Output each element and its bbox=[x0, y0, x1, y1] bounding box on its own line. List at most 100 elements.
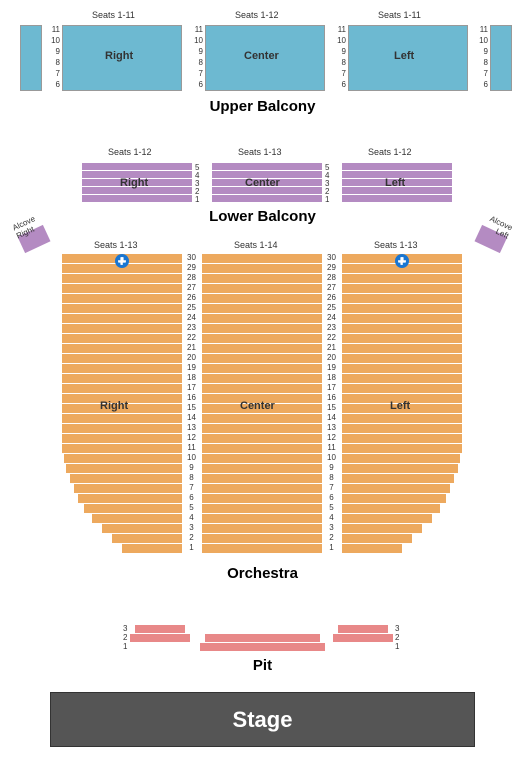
ub-left-section[interactable]: Left bbox=[348, 25, 468, 91]
row-number: 7 bbox=[478, 69, 488, 78]
row-number: 9 bbox=[478, 47, 488, 56]
row-number: 6 bbox=[193, 80, 203, 89]
row-number: 6 bbox=[336, 80, 346, 89]
pit-row3-right[interactable] bbox=[338, 625, 388, 634]
orch-left-label: Left bbox=[390, 400, 410, 412]
row-number: 15 bbox=[184, 403, 199, 412]
ub-right-section[interactable]: Right bbox=[62, 25, 182, 91]
ub-center-seat-range: Seats 1-12 bbox=[235, 10, 279, 20]
row-number: 23 bbox=[184, 323, 199, 332]
row-number: 10 bbox=[478, 36, 488, 45]
row-number: 10 bbox=[184, 453, 199, 462]
row-number: 30 bbox=[184, 253, 199, 262]
row-number: 21 bbox=[184, 343, 199, 352]
row-number: 14 bbox=[184, 413, 199, 422]
ub-left-seat-range: Seats 1-11 bbox=[378, 10, 421, 20]
row-number: 26 bbox=[184, 293, 199, 302]
row-number: 5 bbox=[184, 503, 199, 512]
lb-center-seat-range: Seats 1-13 bbox=[238, 147, 282, 157]
row-number: 3 bbox=[184, 523, 199, 532]
stage: Stage bbox=[50, 692, 475, 747]
row-number: 20 bbox=[184, 353, 199, 362]
lb-center-label: Center bbox=[245, 177, 280, 189]
row-number: 9 bbox=[336, 47, 346, 56]
pit-num: 3 bbox=[123, 624, 127, 633]
row-number: 25 bbox=[184, 303, 199, 312]
row-number: 5 bbox=[324, 503, 339, 512]
row-number: 11 bbox=[324, 443, 339, 452]
pit-row3-left[interactable] bbox=[135, 625, 185, 634]
row-number: 14 bbox=[324, 413, 339, 422]
row-number: 2 bbox=[184, 533, 199, 542]
ub-left-label: Left bbox=[394, 50, 414, 62]
row-number: 11 bbox=[193, 25, 203, 34]
row-number: 7 bbox=[193, 69, 203, 78]
row-number: 9 bbox=[50, 47, 60, 56]
orch-right-seat-range: Seats 1-13 bbox=[94, 240, 138, 250]
row-number: 1 bbox=[325, 195, 329, 204]
row-number: 19 bbox=[324, 363, 339, 372]
row-number: 1 bbox=[184, 543, 199, 552]
row-number: 26 bbox=[324, 293, 339, 302]
pit-row2-center[interactable] bbox=[205, 634, 320, 643]
row-number: 28 bbox=[184, 273, 199, 282]
row-number: 24 bbox=[324, 313, 339, 322]
row-number: 7 bbox=[184, 483, 199, 492]
pit-row2-right[interactable] bbox=[333, 634, 393, 643]
row-number: 8 bbox=[324, 473, 339, 482]
row-number: 20 bbox=[324, 353, 339, 362]
row-number: 8 bbox=[50, 58, 60, 67]
row-number: 6 bbox=[478, 80, 488, 89]
orchestra-title: Orchestra bbox=[0, 565, 525, 582]
row-number: 10 bbox=[336, 36, 346, 45]
pit-num: 1 bbox=[123, 642, 127, 651]
row-number: 13 bbox=[324, 423, 339, 432]
orch-center-seat-range: Seats 1-14 bbox=[234, 240, 278, 250]
ub-right-label: Right bbox=[105, 50, 133, 62]
row-number: 18 bbox=[184, 373, 199, 382]
row-number: 8 bbox=[184, 473, 199, 482]
accessible-icon bbox=[395, 254, 409, 268]
row-number: 6 bbox=[324, 493, 339, 502]
row-number: 27 bbox=[324, 283, 339, 292]
pit-title: Pit bbox=[0, 657, 525, 674]
row-number: 22 bbox=[184, 333, 199, 342]
row-number: 4 bbox=[184, 513, 199, 522]
row-number: 10 bbox=[50, 36, 60, 45]
row-number: 18 bbox=[324, 373, 339, 382]
pit-num: 2 bbox=[123, 633, 127, 642]
row-number: 30 bbox=[324, 253, 339, 262]
pit-row1-center[interactable] bbox=[200, 643, 325, 652]
row-number: 11 bbox=[184, 443, 199, 452]
pit-num: 3 bbox=[395, 624, 399, 633]
ub-center-section[interactable]: Center bbox=[205, 25, 325, 91]
orch-left-seat-range: Seats 1-13 bbox=[374, 240, 418, 250]
upper-balcony-title: Upper Balcony bbox=[0, 98, 525, 115]
row-number: 8 bbox=[193, 58, 203, 67]
row-number: 22 bbox=[324, 333, 339, 342]
row-number: 11 bbox=[478, 25, 488, 34]
row-number: 7 bbox=[324, 483, 339, 492]
accessible-icon bbox=[115, 254, 129, 268]
row-number: 10 bbox=[193, 36, 203, 45]
row-number: 1 bbox=[324, 543, 339, 552]
lower-balcony-title: Lower Balcony bbox=[0, 208, 525, 225]
row-number: 8 bbox=[336, 58, 346, 67]
row-number: 29 bbox=[184, 263, 199, 272]
lb-left-label: Left bbox=[385, 177, 405, 189]
row-number: 17 bbox=[324, 383, 339, 392]
row-number: 6 bbox=[184, 493, 199, 502]
row-number: 2 bbox=[324, 533, 339, 542]
seating-chart: Seats 1-11 Seats 1-12 Seats 1-11 Right C… bbox=[0, 0, 525, 778]
row-number: 15 bbox=[324, 403, 339, 412]
row-number: 7 bbox=[336, 69, 346, 78]
pit-num: 1 bbox=[395, 642, 399, 651]
row-number: 21 bbox=[324, 343, 339, 352]
pit-row2-left[interactable] bbox=[130, 634, 190, 643]
row-number: 28 bbox=[324, 273, 339, 282]
row-number: 4 bbox=[324, 513, 339, 522]
row-number: 11 bbox=[336, 25, 346, 34]
row-number: 27 bbox=[184, 283, 199, 292]
row-number: 12 bbox=[324, 433, 339, 442]
row-number: 9 bbox=[324, 463, 339, 472]
